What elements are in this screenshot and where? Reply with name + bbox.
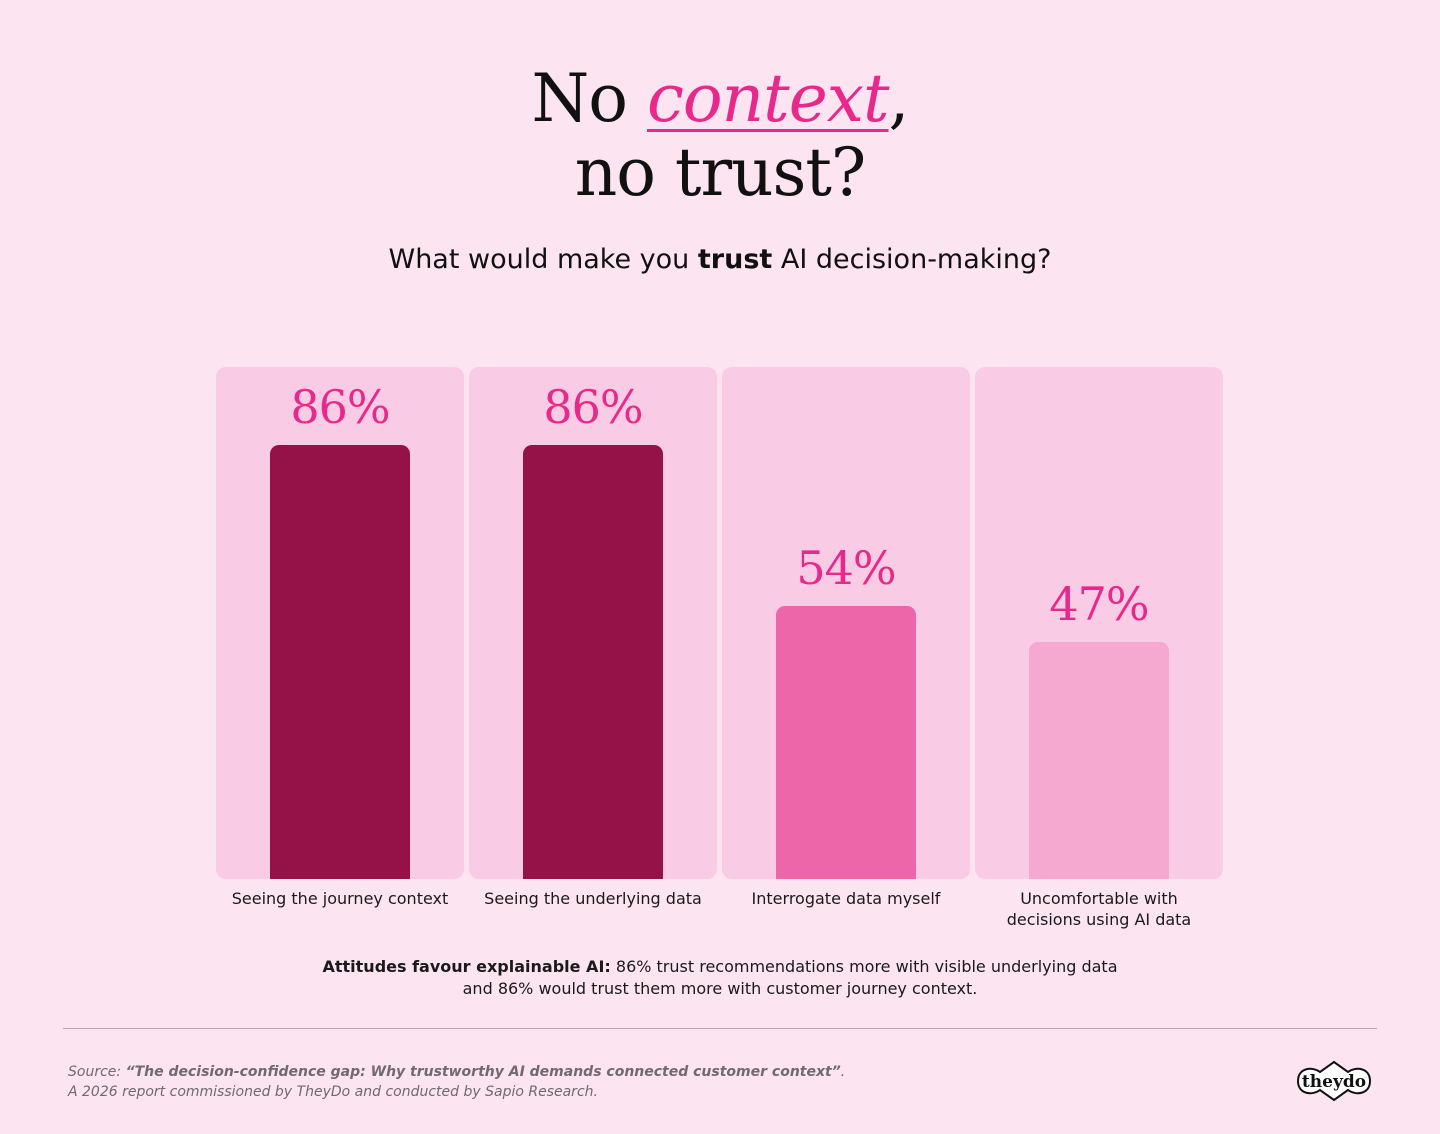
title-comma: , [888,60,910,137]
bar-value-label-4: 47% [1049,577,1149,631]
title-prefix: No [531,60,647,137]
category-label-4: Uncomfortable with decisions using AI dat… [1006,889,1192,929]
bar-3 [776,606,916,879]
category-label-1: Seeing the journey context [231,889,449,908]
bar-value-label-1: 86% [290,380,390,434]
note-bold: Attitudes favour explainable AI: [322,957,611,976]
title-accent-word: context [646,60,890,137]
category-label-3: Interrogate data myself [751,889,941,908]
source-title: “The decision-confidence gap: Why trustw… [125,1064,841,1080]
source-line2: A 2026 report commissioned by TheyDo and… [68,1084,598,1100]
bar-2 [523,445,663,879]
logo-badge-shape [1296,1060,1372,1102]
question-bold: trust [697,244,773,275]
page-title: No context, no trust? [0,62,1440,210]
question-prefix: What would make you [388,244,698,275]
source-prefix: Source: [68,1064,126,1080]
note-text: 86% trust recommendations more with visi… [462,957,1118,998]
question-suffix: AI decision-making? [772,244,1052,275]
chart-question: What would make you trust AI decision-ma… [0,241,1440,279]
bar-1 [270,445,410,879]
bar-value-label-3: 54% [796,541,896,595]
category-label-2: Seeing the underlying data [484,889,702,908]
source-citation: Source: “The decision-confidence gap: Wh… [68,1062,1168,1102]
title-line2: no trust? [574,134,867,211]
theydo-logo: theydo [1296,1060,1372,1102]
chart-note: Attitudes favour explainable AI: 86% tru… [320,956,1120,1000]
bar-4 [1029,642,1169,879]
footer-divider [63,1028,1377,1029]
logo-text: theydo [1302,1072,1366,1092]
bar-value-label-2: 86% [543,380,643,434]
source-suffix: . [840,1064,846,1080]
